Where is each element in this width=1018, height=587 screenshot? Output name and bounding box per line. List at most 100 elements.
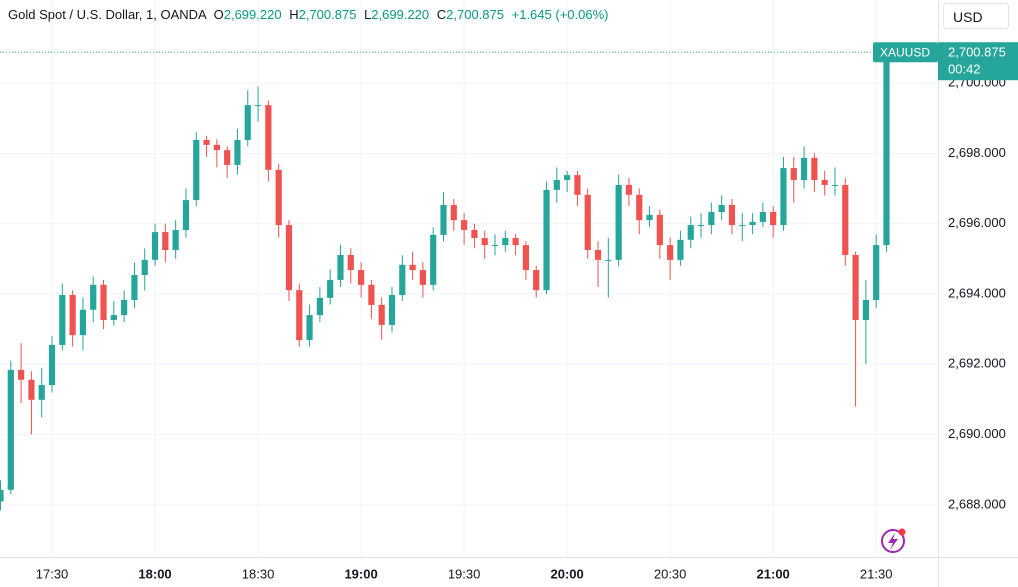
candle-body <box>399 264 406 296</box>
candle-body <box>625 184 633 195</box>
candle-body <box>656 214 663 246</box>
candle-body <box>728 205 736 226</box>
y-tick-label: 2,696.000 <box>948 215 1006 230</box>
currency-button[interactable]: USD <box>943 3 1009 29</box>
candle-body <box>203 139 210 145</box>
candle-body <box>378 304 385 325</box>
candle-body <box>605 259 612 261</box>
candle-body <box>533 270 540 291</box>
ohlc-value: 2,700.875 <box>298 7 357 22</box>
x-tick-label: 21:30 <box>860 566 893 581</box>
candle-body <box>234 139 241 165</box>
candle-body <box>677 239 684 260</box>
candle-body <box>409 264 416 271</box>
candle-body <box>79 309 87 336</box>
candle-body <box>862 299 869 320</box>
candle-body <box>388 295 396 325</box>
candle-body <box>842 184 849 255</box>
x-tick-label: 19:30 <box>448 566 481 581</box>
ohlc-label: L <box>364 7 372 22</box>
x-tick-label: 18:00 <box>138 566 171 581</box>
candle-body <box>697 225 705 227</box>
y-tick-label: 2,694.000 <box>948 285 1006 300</box>
candle-body <box>852 254 859 320</box>
candle-body <box>265 105 272 170</box>
candle-body <box>749 221 756 226</box>
candle-body <box>574 175 581 195</box>
candle-body <box>481 238 488 246</box>
candle-body <box>254 105 262 107</box>
ohlc-value: 2,699.220 <box>223 7 282 22</box>
candle-body <box>306 315 313 341</box>
y-tick-label: 2,690.000 <box>948 426 1006 441</box>
candle-body <box>193 139 200 201</box>
candle-body <box>347 254 354 271</box>
ohlc-label: O <box>213 7 224 22</box>
x-tick-label: 21:00 <box>757 566 790 581</box>
price-tag-label: 2,700.875 <box>948 45 1006 60</box>
candle-body <box>584 194 591 251</box>
x-tick-label: 20:30 <box>654 566 687 581</box>
candle-body <box>18 369 25 380</box>
x-tick-label: 20:00 <box>551 566 584 581</box>
ohlc-value: 2,700.875 <box>446 7 504 22</box>
candle-body <box>636 194 643 221</box>
candle-body <box>224 150 231 165</box>
ohlc-label: H <box>289 7 299 22</box>
candle-body <box>430 234 437 285</box>
candle-body <box>316 297 323 316</box>
candle-body <box>244 105 251 140</box>
candle-body <box>646 214 653 221</box>
ohlc-value: 2,699.220 <box>371 7 430 22</box>
change: +1.645 (+0.06%) <box>511 7 609 22</box>
candle-body <box>615 184 622 260</box>
candle-body <box>553 180 560 190</box>
candle-body <box>831 184 839 186</box>
symbol-tag <box>873 42 938 63</box>
x-tick-label: 19:00 <box>344 566 377 581</box>
candle-body <box>718 205 725 213</box>
candle-body <box>275 169 282 226</box>
logo <box>881 528 906 553</box>
candle-body <box>512 238 519 246</box>
candle-body <box>285 225 293 291</box>
candle-body <box>790 168 797 181</box>
candle-body <box>162 232 169 251</box>
symbol-tag-label: XAUUSD <box>880 45 930 59</box>
candle-body <box>739 225 746 227</box>
candle-body <box>543 189 550 291</box>
candle-body <box>450 205 457 221</box>
candle-body <box>327 279 334 298</box>
candle-body <box>873 245 880 300</box>
candle-body <box>38 385 45 400</box>
candle-body <box>759 212 766 222</box>
candle-body <box>131 274 138 300</box>
candle-body <box>800 157 808 181</box>
symbol-title: Gold Spot / U.S. Dollar, 1, OANDA <box>8 7 206 22</box>
candle-body <box>811 157 818 181</box>
candle-body <box>100 284 107 320</box>
candle-body <box>151 232 159 260</box>
candle-body <box>28 379 35 400</box>
candle-body <box>182 200 190 230</box>
candle-body <box>770 212 777 226</box>
candle-body <box>7 369 14 490</box>
price-tag <box>938 42 1018 81</box>
x-tick-label: 18:30 <box>242 566 275 581</box>
candle-body <box>564 175 571 181</box>
ohlc-label: C <box>436 7 447 22</box>
candle-body <box>883 52 890 246</box>
candle-body <box>594 250 602 260</box>
candle-body <box>461 220 468 230</box>
candle-body <box>357 270 365 285</box>
candle-body <box>419 270 426 285</box>
candle-body <box>121 299 128 316</box>
candle-body <box>141 259 148 275</box>
candle-body <box>213 144 220 151</box>
candle-body <box>708 212 715 226</box>
symbol-header: Gold Spot / U.S. Dollar, 1, OANDA O2,699… <box>8 7 608 22</box>
candle-body <box>440 205 447 235</box>
candle-body <box>59 295 66 345</box>
